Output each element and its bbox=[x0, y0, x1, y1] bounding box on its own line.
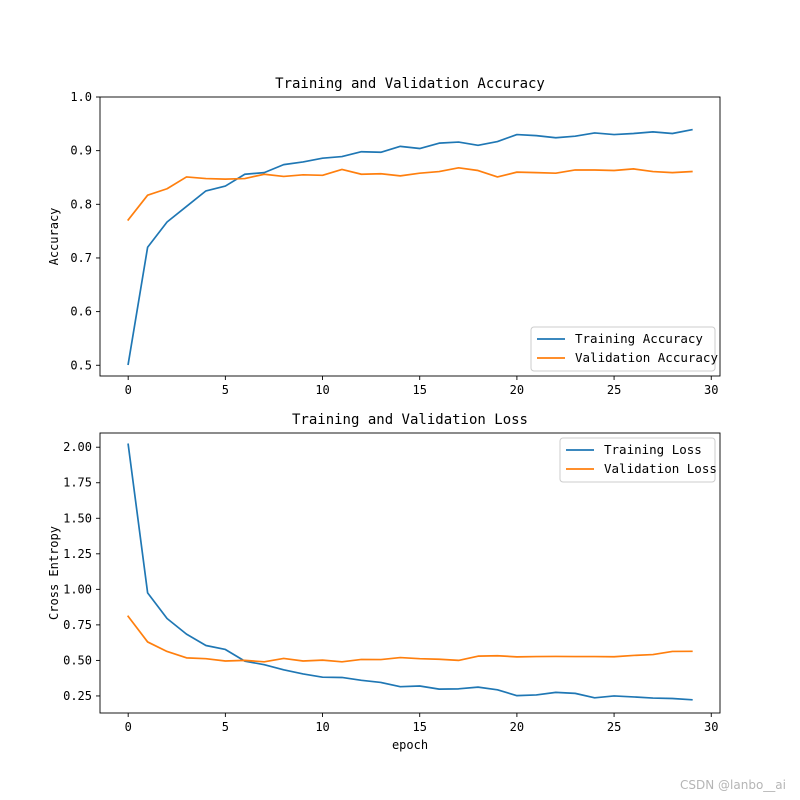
loss-y-tick-label: 1.00 bbox=[63, 582, 92, 596]
acc-legend-label-validation: Validation Accuracy bbox=[575, 350, 718, 365]
loss-x-tick-label: 5 bbox=[222, 720, 229, 734]
loss-y-tick-label: 0.25 bbox=[63, 689, 92, 703]
acc-y-axis-label: Accuracy bbox=[47, 208, 61, 266]
acc-legend: Training Accuracy Validation Accuracy bbox=[530, 326, 718, 372]
acc-series-line-training bbox=[127, 128, 693, 366]
loss-legend-label-training: Training Loss bbox=[604, 442, 702, 457]
loss-y-tick-label: 0.50 bbox=[63, 653, 92, 667]
acc-legend-label-training: Training Accuracy bbox=[575, 331, 703, 346]
loss-chart-title: Training and Validation Loss bbox=[292, 412, 528, 428]
loss-chart: Training and Validation Loss 0 5 10 15 20 25 30… bbox=[47, 412, 721, 752]
loss-x-tick-label: 20 bbox=[510, 720, 524, 734]
loss-y-tick-label: 1.50 bbox=[63, 511, 92, 525]
watermark: CSDN @lanbo__ai bbox=[680, 778, 786, 792]
acc-y-tick-label: 0.7 bbox=[70, 251, 92, 265]
acc-y-tick-label: 0.8 bbox=[70, 197, 92, 211]
loss-x-tick-label: 30 bbox=[704, 720, 718, 734]
acc-chart-title: Training and Validation Accuracy bbox=[275, 76, 545, 92]
loss-axes-frame bbox=[99, 432, 721, 714]
acc-x-tick-label: 10 bbox=[315, 383, 329, 397]
acc-series-line-validation bbox=[126, 166, 693, 222]
acc-x-tick-label: 25 bbox=[607, 383, 621, 397]
loss-series-line-training bbox=[127, 443, 693, 701]
loss-legend-label-validation: Validation Loss bbox=[604, 461, 717, 476]
loss-x-tick-label: 15 bbox=[412, 720, 426, 734]
accuracy-chart: Training and Validation Accuracy 0 5 10 15 20… bbox=[47, 76, 721, 397]
loss-y-axis-label: Cross Entropy bbox=[47, 526, 61, 620]
loss-x-tick-label: 0 bbox=[125, 720, 132, 734]
loss-y-tick-label: 1.75 bbox=[63, 476, 92, 490]
loss-legend: Training Loss Validation Loss bbox=[559, 437, 717, 483]
loss-y-tick-label: 1.25 bbox=[63, 547, 92, 561]
acc-legend-box bbox=[530, 326, 716, 372]
acc-x-tick-label: 5 bbox=[222, 383, 229, 397]
acc-y-tick-label: 0.5 bbox=[70, 358, 92, 372]
acc-axes-frame bbox=[99, 96, 721, 377]
loss-y-tick-label: 2.00 bbox=[63, 440, 92, 454]
loss-y-tick-label: 0.75 bbox=[63, 618, 92, 632]
acc-x-tick-label: 0 bbox=[125, 383, 132, 397]
loss-x-axis-label: epoch bbox=[392, 738, 428, 752]
acc-y-tick-label: 0.6 bbox=[70, 305, 92, 319]
loss-legend-box bbox=[559, 437, 716, 483]
acc-y-tick-label: 1.0 bbox=[70, 90, 92, 104]
acc-x-tick-label: 20 bbox=[510, 383, 524, 397]
loss-x-tick-label: 10 bbox=[315, 720, 329, 734]
acc-x-tick-label: 15 bbox=[412, 383, 426, 397]
loss-series-line-validation bbox=[126, 615, 693, 663]
loss-x-tick-label: 25 bbox=[607, 720, 621, 734]
acc-x-tick-label: 30 bbox=[704, 383, 718, 397]
acc-y-tick-label: 0.9 bbox=[70, 144, 92, 158]
